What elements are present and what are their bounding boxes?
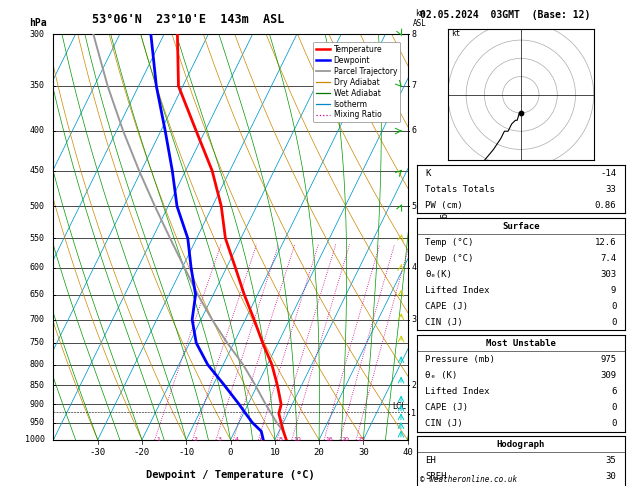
Text: Hodograph: Hodograph — [497, 440, 545, 449]
Text: © weatheronline.co.uk: © weatheronline.co.uk — [420, 474, 517, 484]
Text: 5: 5 — [411, 202, 416, 211]
Text: kt: kt — [452, 30, 461, 38]
Text: θₑ (K): θₑ (K) — [425, 371, 457, 380]
Text: 40: 40 — [402, 448, 413, 457]
Text: 3: 3 — [217, 437, 221, 442]
Text: 950: 950 — [30, 418, 45, 427]
Text: 303: 303 — [600, 270, 616, 279]
Text: 16: 16 — [325, 437, 333, 442]
Text: km
ASL: km ASL — [413, 9, 427, 28]
Text: 0: 0 — [228, 448, 233, 457]
Text: 53°06'N  23°10'E  143m  ASL: 53°06'N 23°10'E 143m ASL — [92, 13, 284, 26]
Text: 8: 8 — [411, 30, 416, 38]
Text: -10: -10 — [178, 448, 194, 457]
Text: 2: 2 — [194, 437, 198, 442]
Text: Lifted Index: Lifted Index — [425, 286, 490, 295]
Text: -20: -20 — [134, 448, 150, 457]
Text: 900: 900 — [30, 400, 45, 409]
Text: 20: 20 — [342, 437, 349, 442]
Text: 30: 30 — [358, 448, 369, 457]
Text: Surface: Surface — [502, 222, 540, 231]
Point — [516, 109, 526, 117]
Text: CAPE (J): CAPE (J) — [425, 403, 469, 412]
Text: 600: 600 — [30, 263, 45, 272]
Text: 350: 350 — [30, 82, 45, 90]
Text: 700: 700 — [30, 315, 45, 324]
Text: SREH: SREH — [425, 472, 447, 481]
Text: K: K — [425, 169, 431, 178]
Text: 6: 6 — [260, 437, 264, 442]
Text: -14: -14 — [600, 169, 616, 178]
Text: 35: 35 — [606, 456, 616, 465]
Text: 550: 550 — [30, 234, 45, 243]
Text: 650: 650 — [30, 290, 45, 299]
Text: hPa: hPa — [29, 18, 47, 28]
Text: 30: 30 — [606, 472, 616, 481]
Text: 1000: 1000 — [25, 435, 45, 444]
Text: EH: EH — [425, 456, 436, 465]
Text: 750: 750 — [30, 338, 45, 347]
Text: 12.6: 12.6 — [595, 238, 616, 247]
Text: CIN (J): CIN (J) — [425, 419, 463, 428]
Text: Totals Totals: Totals Totals — [425, 185, 495, 194]
Text: 6: 6 — [411, 126, 416, 136]
Text: 8: 8 — [279, 437, 282, 442]
Point — [470, 164, 481, 172]
Text: 850: 850 — [30, 381, 45, 390]
Text: 9: 9 — [611, 286, 616, 295]
Text: 25: 25 — [357, 437, 365, 442]
Text: 0: 0 — [611, 318, 616, 327]
Text: 309: 309 — [600, 371, 616, 380]
Text: 800: 800 — [30, 360, 45, 369]
Text: 7.4: 7.4 — [600, 254, 616, 263]
Text: 2: 2 — [411, 381, 416, 390]
Text: Temp (°C): Temp (°C) — [425, 238, 474, 247]
Text: CAPE (J): CAPE (J) — [425, 302, 469, 311]
Text: CIN (J): CIN (J) — [425, 318, 463, 327]
Text: LCL: LCL — [392, 401, 406, 411]
Text: -30: -30 — [90, 448, 106, 457]
Text: 0: 0 — [611, 302, 616, 311]
Text: 450: 450 — [30, 166, 45, 175]
Text: 1: 1 — [411, 409, 416, 418]
Text: 6: 6 — [611, 387, 616, 396]
Text: Pressure (mb): Pressure (mb) — [425, 355, 495, 364]
Text: PW (cm): PW (cm) — [425, 201, 463, 210]
Text: 33: 33 — [606, 185, 616, 194]
Text: 0: 0 — [611, 403, 616, 412]
Text: Dewpoint / Temperature (°C): Dewpoint / Temperature (°C) — [146, 470, 315, 480]
Text: θₑ(K): θₑ(K) — [425, 270, 452, 279]
Text: 02.05.2024  03GMT  (Base: 12): 02.05.2024 03GMT (Base: 12) — [420, 10, 591, 20]
Text: 300: 300 — [30, 30, 45, 38]
Text: 20: 20 — [314, 448, 325, 457]
Text: 4: 4 — [235, 437, 238, 442]
Text: 500: 500 — [30, 202, 45, 211]
Legend: Temperature, Dewpoint, Parcel Trajectory, Dry Adiabat, Wet Adiabat, Isotherm, Mi: Temperature, Dewpoint, Parcel Trajectory… — [313, 42, 400, 122]
Text: Most Unstable: Most Unstable — [486, 339, 556, 348]
Text: Mixing Ratio (g/kg): Mixing Ratio (g/kg) — [438, 186, 447, 288]
Text: 4: 4 — [411, 263, 416, 272]
Text: Dewp (°C): Dewp (°C) — [425, 254, 474, 263]
Text: 1: 1 — [156, 437, 160, 442]
Text: 10: 10 — [293, 437, 301, 442]
Text: 0: 0 — [611, 419, 616, 428]
Text: 10: 10 — [269, 448, 280, 457]
Text: 3: 3 — [411, 315, 416, 324]
Text: 7: 7 — [411, 82, 416, 90]
Text: Lifted Index: Lifted Index — [425, 387, 490, 396]
Text: 975: 975 — [600, 355, 616, 364]
Text: 0.86: 0.86 — [595, 201, 616, 210]
Text: 400: 400 — [30, 126, 45, 136]
